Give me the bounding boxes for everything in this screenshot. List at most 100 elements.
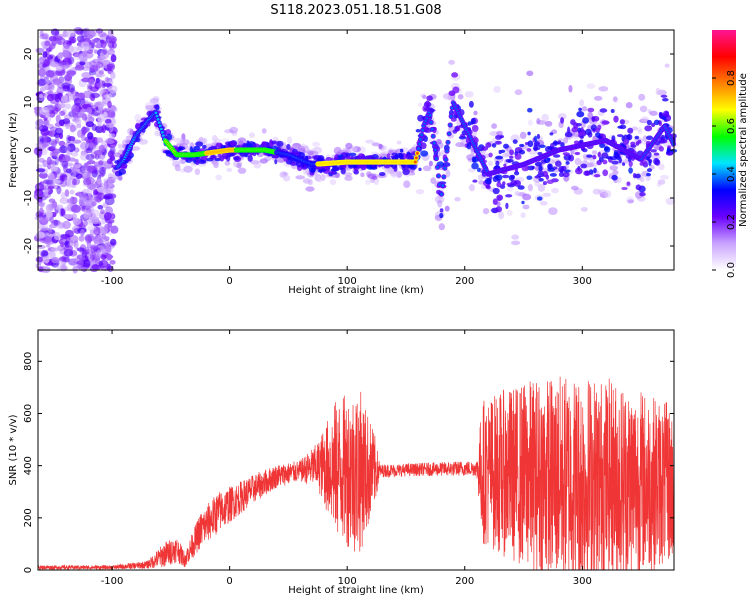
spectrogram-cell [98,104,104,112]
spectrogram-cell [93,81,102,90]
spectrogram-cell [544,120,553,127]
spectrogram-cell [455,142,465,148]
spectrogram-cell [430,127,434,131]
spectrogram-cell [47,175,56,181]
spectrogram-cell [215,174,223,181]
spectrogram-cell [38,202,45,208]
spectrogram-cell [587,161,595,168]
spectrogram-cell [91,112,101,117]
spectrogram-cell [271,140,277,145]
spectrogram-cell [108,133,116,138]
spectrogram-y-tick-label: 10 [23,96,34,109]
spectrogram-cell [542,192,552,197]
spectrogram-cell [80,259,91,268]
spectrogram-cell [457,94,464,100]
colorbar: 0.0 0.2 0.4 0.6 0.8 Normalized spectral ampl… [712,30,749,278]
spectrogram-cell [259,158,269,164]
spectrogram-cell [440,192,444,196]
spectrogram-cell [396,152,404,159]
spectrogram-cell [487,160,494,167]
spectrogram-cell [225,154,231,162]
spectrogram-cell [495,160,500,166]
spectrogram-cell [91,137,98,144]
spectrogram-cell [420,150,429,157]
spectrogram-cell [48,42,56,50]
spectrogram-cell [53,231,61,241]
spectrogram-cell [639,118,649,124]
spectrogram-cell [46,104,56,111]
spectrogram-y-tick-label: -20 [23,238,34,254]
spectrogram-cell [38,62,46,70]
spectrogram-cell [41,32,50,40]
spectrogram-cell [97,191,105,201]
spectrogram-cell [496,181,502,188]
spectrogram-cell [497,178,501,183]
spectrogram-cell [90,244,99,250]
spectrogram-cell [110,225,119,234]
spectrogram-cell [81,171,91,180]
spectrogram-cell [448,59,455,65]
spectrogram-cell [352,164,358,169]
spectrogram-cell [66,197,77,205]
spectrogram-cell [602,159,608,165]
spectrogram-cell [522,204,530,210]
spectrogram-cell [451,72,459,78]
spectrogram-cell [37,78,47,87]
spectrogram-cell [85,29,96,38]
spectrogram-cell [431,134,435,138]
spectrogram-cell [417,114,424,122]
spectrogram-cell [378,143,383,149]
spectrogram-cell [666,147,671,154]
spectrogram-cell [39,30,44,37]
spectrogram-cell [152,95,160,102]
spectrogram-cell [390,155,397,159]
spectrogram-cell [68,45,74,53]
spectrogram-cell [286,143,291,151]
spectrogram-cell [79,165,86,174]
spectrogram-cell [557,140,562,145]
spectrogram-cell [49,216,54,223]
spectrogram-cell [96,178,102,186]
spectrogram-cell [56,266,67,271]
spectrogram-cell [437,199,443,208]
spectrogram-cell [37,68,46,77]
spectrogram-cell [342,147,350,154]
spectrogram-cell [101,218,106,225]
colorbar-ticks: 0.0 0.2 0.4 0.6 0.8 [712,70,737,278]
spectrogram-cell [72,166,77,174]
snr-panel: -100 0 100 200 300 0 200 400 600 800 Height of s… [8,329,675,596]
spectrogram-cell [468,184,475,192]
spectrogram-cell [513,180,521,187]
spectrogram-cell [59,173,68,182]
spectrogram-cell [52,179,61,185]
spectrogram-cell [80,229,85,236]
spectrogram-cell [415,129,421,133]
spectrogram-cell [576,111,585,118]
spectrogram-cell [66,70,77,76]
spectrogram-cell [50,161,57,166]
spectrogram-cell [35,168,46,173]
spectrogram-cell [477,174,484,181]
spectrogram-cell [83,178,92,186]
spectrogram-cell [587,107,595,113]
spectrogram-cell [90,86,99,92]
spectrogram-cell [505,158,514,163]
spectrogram-cell [97,187,106,193]
colorbar-gradient [712,30,736,270]
spectrogram-cell [609,165,618,171]
spectrogram-cell [96,137,104,143]
spectrogram-cell [182,139,190,146]
spectrogram-cell [42,51,48,58]
spectrogram-cell [59,208,64,217]
spectrogram-cell [570,185,579,191]
spectrogram-cell [80,152,90,161]
spectrogram-cell [76,254,85,260]
spectrogram-cell [455,125,461,132]
spectrogram-cell [396,171,403,179]
spectrogram-cell [626,181,631,186]
spectrogram-cell [396,140,402,145]
spectrogram-cell [472,179,478,183]
spectrogram-cell [49,250,56,260]
spectrogram-cell [236,162,242,169]
spectrogram-cell [86,49,94,54]
